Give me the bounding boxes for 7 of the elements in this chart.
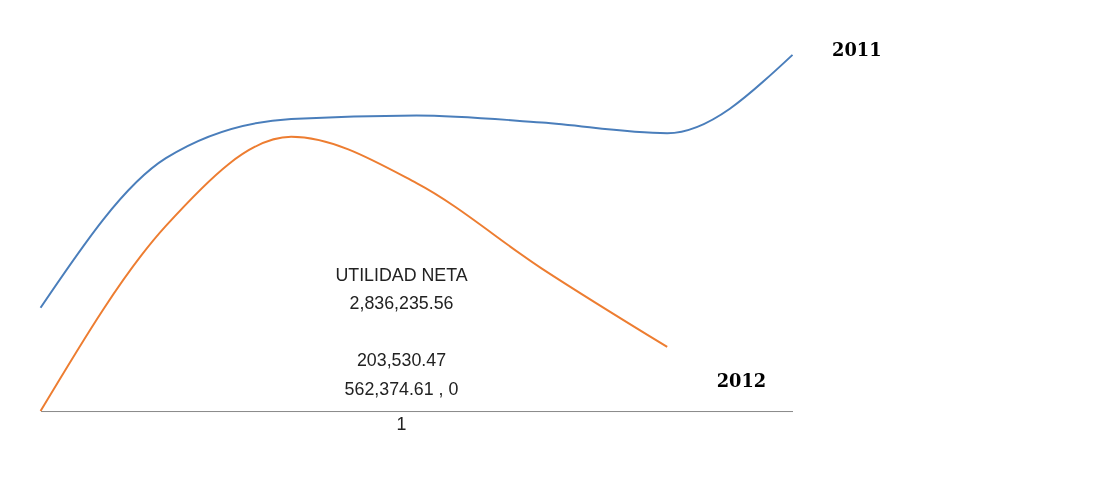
text: 1	[396, 414, 407, 435]
annotation: 2,836,235.56	[349, 293, 454, 314]
text: 2012	[716, 370, 767, 392]
annotation: UTILIDAD NETA	[335, 264, 468, 285]
annotation: 203,530.47	[356, 350, 447, 371]
annotation: 562,374.61 , 0	[344, 378, 459, 399]
text: 2011	[832, 38, 882, 60]
